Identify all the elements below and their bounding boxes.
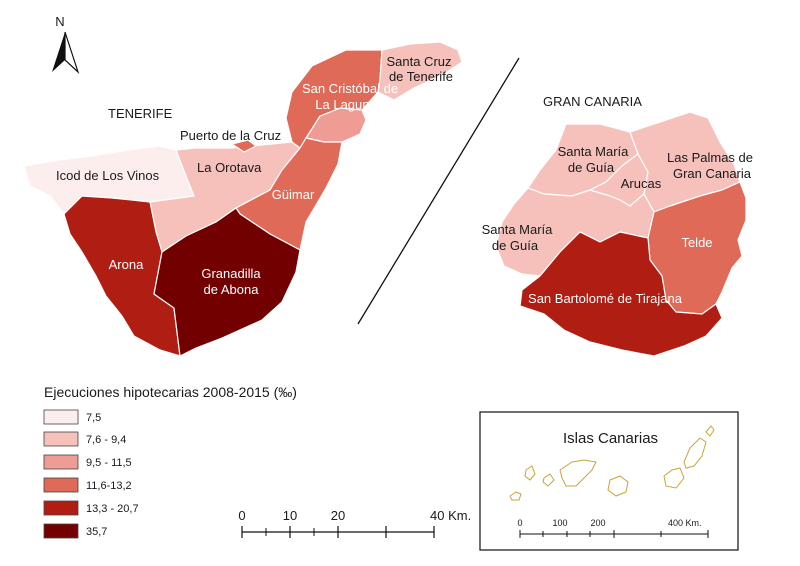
label-las-palmas-1: Las Palmas de	[667, 150, 753, 165]
island-title-gran-canaria: GRAN CANARIA	[543, 94, 642, 109]
inset-tick-400: 400 Km.	[668, 518, 702, 528]
label-icod: Icod de Los Vinos	[56, 168, 160, 183]
label-santa-cruz-1: Santa Cruz	[386, 54, 451, 69]
inset-islands	[509, 425, 715, 501]
legend-swatch-6	[43, 523, 79, 539]
region-santa-cruz-north[interactable]	[377, 41, 463, 101]
north-arrow-icon: N	[52, 14, 80, 74]
scale-tick-20: 20	[331, 508, 345, 523]
legend-swatch-2	[43, 431, 79, 447]
inset-map: Islas Canarias 0 100 200 400 Km.	[479, 411, 739, 551]
label-santa-maria-2a: Santa María	[482, 222, 554, 237]
north-label: N	[55, 14, 64, 29]
label-santa-cruz-2: de Tenerife	[389, 69, 453, 84]
region-tirajana[interactable]	[519, 231, 723, 357]
scale-tick-0: 0	[238, 508, 245, 523]
legend-label-3: 9,5 - 11,5	[86, 457, 132, 469]
island-title-tenerife: TENERIFE	[108, 106, 173, 121]
label-granadilla-2: de Abona	[204, 282, 260, 297]
inset-tick-0: 0	[517, 518, 522, 528]
legend-swatch-3	[43, 454, 79, 470]
region-laguna[interactable]	[285, 49, 383, 149]
scale-tick-10: 10	[283, 508, 297, 523]
gran-canaria-map: Santa María de Guía Arucas Las Palmas de…	[482, 111, 753, 357]
label-arucas: Arucas	[621, 176, 662, 191]
label-las-palmas-2: Gran Canaria	[673, 166, 752, 181]
legend-label-2: 7,6 - 9,4	[86, 434, 126, 446]
inset-tick-200: 200	[590, 518, 605, 528]
scale-tick-40: 40 Km.	[430, 508, 471, 523]
legend-swatch-5	[43, 500, 79, 516]
label-telde: Telde	[681, 235, 712, 250]
scale-bar: 0 10 20 40 Km.	[238, 508, 471, 538]
legend: Ejecuciones hipotecarias 2008-2015 (‰) 7…	[43, 384, 297, 539]
legend-label-6: 35,7	[86, 526, 107, 538]
label-santa-maria-2b: de Guía	[492, 238, 539, 253]
label-laguna-2: La Laguna	[315, 97, 377, 112]
tenerife-map: Icod de Los Vinos Puerto de la Cruz La O…	[23, 41, 463, 357]
label-granadilla-1: Granadilla	[201, 266, 261, 281]
region-puerto[interactable]	[231, 139, 257, 153]
label-laguna-1: San Cristóbal de	[302, 81, 398, 96]
legend-swatch-1	[43, 409, 79, 425]
label-guimar: Güimar	[272, 187, 315, 202]
legend-label-1: 7,5	[86, 412, 101, 424]
inset-tick-100: 100	[552, 518, 567, 528]
label-orotava: La Orotava	[197, 160, 262, 175]
label-santa-maria-1b: de Guía	[568, 160, 615, 175]
inset-title: Islas Canarias	[563, 430, 658, 447]
legend-label-5: 13,3 - 20,7	[86, 503, 139, 515]
separator-line	[357, 57, 520, 325]
region-granadilla[interactable]	[153, 207, 301, 357]
legend-swatch-4	[43, 477, 79, 493]
label-puerto: Puerto de la Cruz	[180, 128, 281, 143]
label-santa-maria-1a: Santa María	[558, 144, 630, 159]
legend-label-4: 11,6-13,2	[86, 480, 132, 492]
region-guimar[interactable]	[235, 137, 343, 251]
label-arona: Arona	[109, 257, 144, 272]
legend-title: Ejecuciones hipotecarias 2008-2015 (‰)	[44, 384, 297, 400]
label-tirajana: San Bartolomé de Tirajana	[528, 291, 683, 306]
